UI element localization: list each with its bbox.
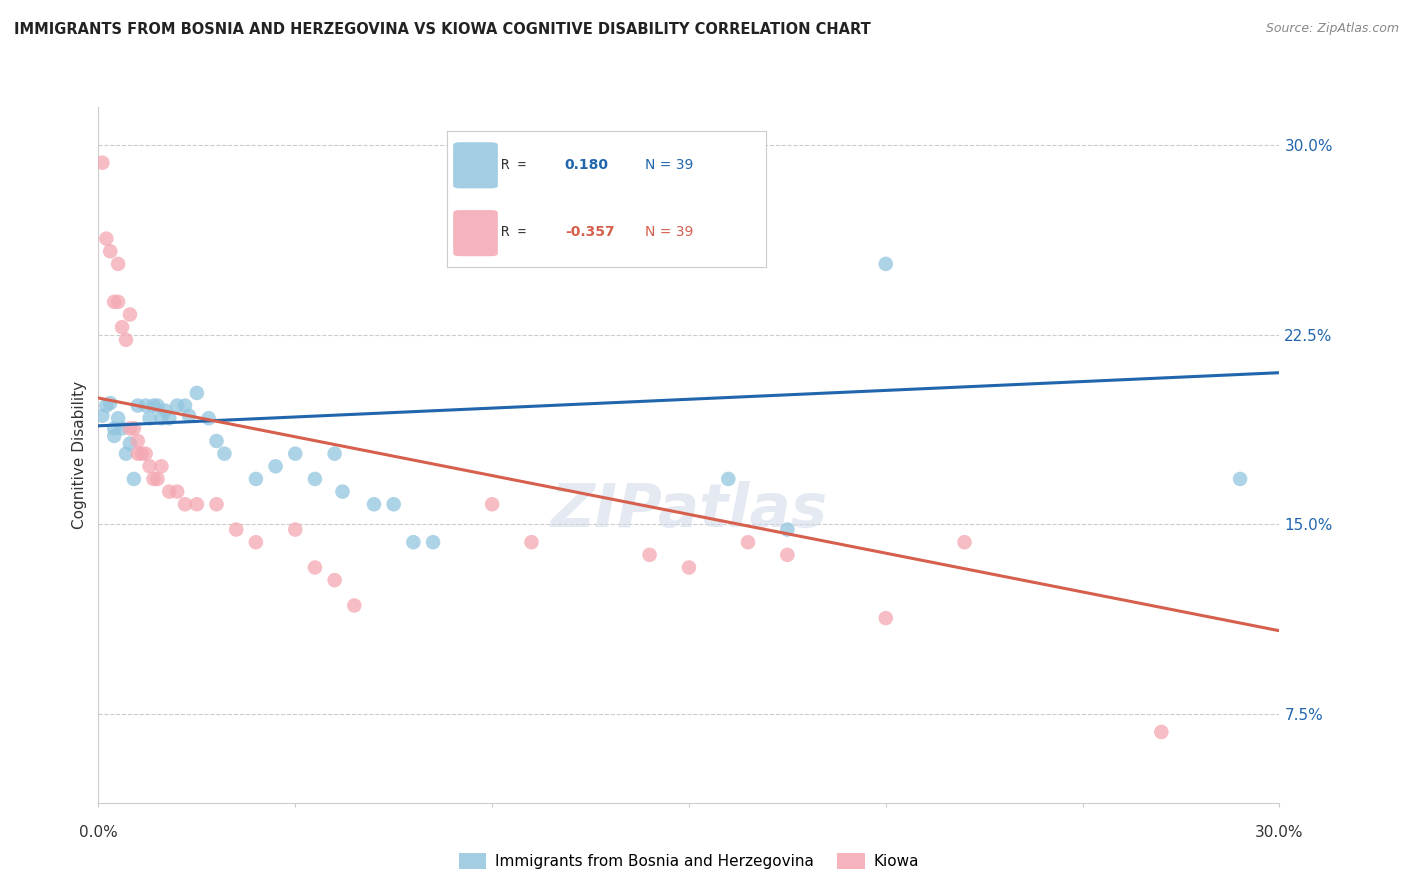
Point bbox=[174, 399, 197, 413]
Point bbox=[142, 399, 165, 413]
Point bbox=[481, 497, 503, 511]
Point bbox=[107, 294, 129, 309]
Point bbox=[638, 548, 661, 562]
Point bbox=[1150, 725, 1173, 739]
Point bbox=[422, 535, 444, 549]
Point bbox=[111, 421, 134, 435]
Point bbox=[118, 308, 141, 322]
Text: 0.0%: 0.0% bbox=[79, 825, 118, 840]
Point bbox=[776, 548, 799, 562]
Point bbox=[118, 421, 141, 435]
Point bbox=[174, 497, 197, 511]
Point bbox=[737, 535, 759, 549]
Point bbox=[103, 429, 125, 443]
Point bbox=[127, 434, 149, 448]
Point bbox=[157, 484, 180, 499]
Point bbox=[875, 257, 897, 271]
Point bbox=[103, 421, 125, 435]
Point bbox=[304, 560, 326, 574]
Point bbox=[150, 411, 173, 425]
Point bbox=[245, 535, 267, 549]
Point bbox=[127, 447, 149, 461]
Point bbox=[122, 472, 145, 486]
Y-axis label: Cognitive Disability: Cognitive Disability bbox=[72, 381, 87, 529]
Text: ZIPatlas: ZIPatlas bbox=[550, 481, 828, 540]
Point bbox=[96, 231, 118, 245]
Point bbox=[138, 411, 160, 425]
Point bbox=[146, 399, 169, 413]
Point bbox=[186, 386, 208, 401]
Point bbox=[96, 399, 118, 413]
Point bbox=[717, 472, 740, 486]
Point bbox=[107, 411, 129, 425]
Point bbox=[135, 399, 157, 413]
Point bbox=[118, 436, 141, 450]
Point bbox=[177, 409, 200, 423]
Point bbox=[186, 497, 208, 511]
Point bbox=[284, 447, 307, 461]
Point bbox=[953, 535, 976, 549]
Point bbox=[150, 459, 173, 474]
Point bbox=[264, 459, 287, 474]
Text: 30.0%: 30.0% bbox=[1256, 825, 1303, 840]
Point bbox=[142, 472, 165, 486]
Point bbox=[107, 257, 129, 271]
Point bbox=[91, 155, 114, 169]
Point bbox=[363, 497, 385, 511]
Point bbox=[382, 497, 405, 511]
Point bbox=[135, 447, 157, 461]
Text: IMMIGRANTS FROM BOSNIA AND HERZEGOVINA VS KIOWA COGNITIVE DISABILITY CORRELATION: IMMIGRANTS FROM BOSNIA AND HERZEGOVINA V… bbox=[14, 22, 870, 37]
Point bbox=[98, 396, 121, 410]
Point bbox=[678, 560, 700, 574]
Point bbox=[146, 472, 169, 486]
Point bbox=[402, 535, 425, 549]
Point bbox=[284, 523, 307, 537]
Point bbox=[197, 411, 219, 425]
Point bbox=[225, 523, 247, 537]
Point bbox=[1229, 472, 1251, 486]
Point bbox=[520, 535, 543, 549]
Point bbox=[115, 333, 138, 347]
Point bbox=[332, 484, 354, 499]
Point bbox=[122, 421, 145, 435]
Point bbox=[205, 497, 228, 511]
Point bbox=[304, 472, 326, 486]
Point bbox=[91, 409, 114, 423]
Point bbox=[111, 320, 134, 334]
Point bbox=[323, 573, 346, 587]
Point bbox=[98, 244, 121, 259]
Point bbox=[131, 447, 153, 461]
Point bbox=[157, 411, 180, 425]
Point bbox=[115, 447, 138, 461]
Point bbox=[155, 403, 177, 417]
Point bbox=[127, 399, 149, 413]
Text: Source: ZipAtlas.com: Source: ZipAtlas.com bbox=[1265, 22, 1399, 36]
Point bbox=[205, 434, 228, 448]
Point bbox=[103, 294, 125, 309]
Point bbox=[343, 599, 366, 613]
Point bbox=[776, 523, 799, 537]
Point bbox=[166, 484, 188, 499]
Point bbox=[245, 472, 267, 486]
Point bbox=[875, 611, 897, 625]
Point bbox=[323, 447, 346, 461]
Point bbox=[166, 399, 188, 413]
Legend: Immigrants from Bosnia and Herzegovina, Kiowa: Immigrants from Bosnia and Herzegovina, … bbox=[453, 847, 925, 875]
Point bbox=[138, 459, 160, 474]
Point bbox=[214, 447, 236, 461]
